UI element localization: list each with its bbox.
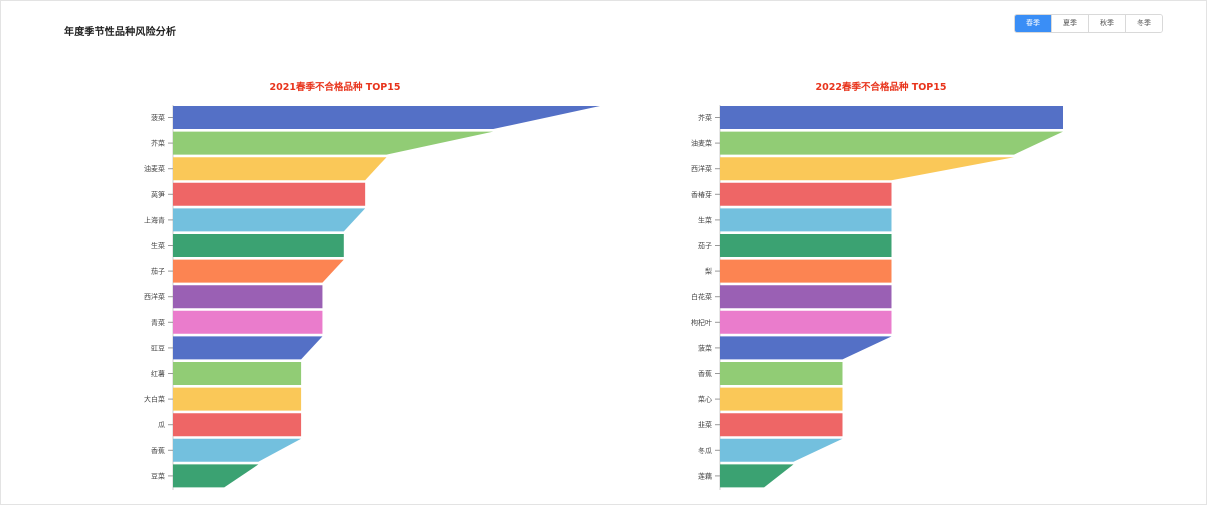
- bar[interactable]: [720, 464, 794, 488]
- tab-autumn[interactable]: 秋季: [1088, 15, 1125, 32]
- y-tick-label: 菜心: [698, 395, 712, 404]
- y-tick-label: 大白菜: [144, 395, 165, 404]
- bar[interactable]: [173, 157, 387, 181]
- y-tick-label: 青菜: [151, 318, 165, 327]
- tab-winter[interactable]: 冬季: [1125, 15, 1162, 32]
- y-tick-label: 莲藕: [698, 471, 712, 480]
- y-tick-label: 茄子: [151, 267, 165, 276]
- y-tick-label: 豆菜: [151, 471, 165, 480]
- bar[interactable]: [720, 310, 892, 334]
- bar[interactable]: [173, 259, 344, 283]
- y-tick-label: 梨: [705, 267, 712, 276]
- y-tick-label: 枸杞叶: [691, 318, 712, 327]
- season-tab-group: 春季 夏季 秋季 冬季: [1014, 14, 1163, 33]
- bar[interactable]: [720, 106, 1063, 129]
- bar[interactable]: [720, 438, 843, 462]
- chart-2021: 2021春季不合格品种 TOP15 菠菜芥菜油麦菜莴笋上海青生菜茄子西洋菜青菜豇…: [144, 81, 600, 490]
- bar[interactable]: [173, 336, 323, 360]
- y-tick-label: 芥菜: [698, 113, 712, 122]
- bar[interactable]: [720, 157, 1014, 181]
- y-tick-label: 香蕉: [151, 446, 165, 455]
- tab-summer[interactable]: 夏季: [1051, 15, 1088, 32]
- y-tick-label: 白花菜: [691, 292, 712, 301]
- y-tick-label: 油麦菜: [144, 164, 165, 173]
- y-tick-label: 冬瓜: [698, 446, 712, 455]
- bar[interactable]: [173, 362, 302, 385]
- bar[interactable]: [173, 131, 494, 155]
- y-tick-label: 菠菜: [151, 113, 165, 122]
- y-tick-label: 生菜: [698, 215, 712, 224]
- bar[interactable]: [720, 387, 843, 411]
- y-tick-label: 红薯: [151, 369, 165, 378]
- page-title: 年度季节性品种风险分析: [64, 27, 177, 38]
- bar[interactable]: [720, 182, 892, 206]
- y-tick-label: 上海青: [144, 215, 165, 224]
- bar[interactable]: [720, 285, 892, 309]
- bar[interactable]: [173, 413, 302, 437]
- tab-spring[interactable]: 春季: [1015, 15, 1051, 32]
- bar[interactable]: [173, 234, 344, 257]
- y-tick-label: 西洋菜: [691, 164, 712, 173]
- y-tick-label: 香椿芽: [691, 190, 712, 199]
- y-tick-label: 生菜: [151, 241, 165, 250]
- y-tick-label: 菠菜: [698, 343, 712, 352]
- bar[interactable]: [720, 208, 892, 232]
- y-tick-label: 韭菜: [698, 420, 712, 429]
- bar[interactable]: [173, 182, 366, 206]
- bar-series: [720, 106, 1063, 488]
- bar[interactable]: [173, 208, 366, 232]
- y-tick-label: 茄子: [698, 241, 712, 250]
- y-tick-label: 莴笋: [151, 190, 165, 199]
- bar[interactable]: [720, 336, 892, 360]
- bar[interactable]: [173, 438, 302, 462]
- bar[interactable]: [173, 106, 600, 129]
- y-tick-label: 油麦菜: [691, 139, 712, 148]
- bar[interactable]: [173, 285, 323, 309]
- bar[interactable]: [720, 259, 892, 283]
- bar[interactable]: [720, 362, 843, 385]
- y-tick-label: 西洋菜: [144, 292, 165, 301]
- bar-series: [173, 106, 600, 488]
- y-tick-label: 瓜: [158, 421, 165, 429]
- chart-title: 2021春季不合格品种 TOP15: [270, 81, 401, 93]
- bar[interactable]: [173, 310, 323, 334]
- bar[interactable]: [720, 234, 892, 257]
- bar[interactable]: [720, 131, 1063, 155]
- y-tick-label: 芥菜: [151, 139, 165, 148]
- bar[interactable]: [173, 387, 302, 411]
- bar[interactable]: [720, 413, 843, 437]
- y-tick-label: 豇豆: [151, 344, 165, 352]
- y-tick-label: 香蕉: [698, 369, 712, 378]
- chart-title: 2022春季不合格品种 TOP15: [816, 81, 947, 93]
- bar[interactable]: [173, 464, 259, 488]
